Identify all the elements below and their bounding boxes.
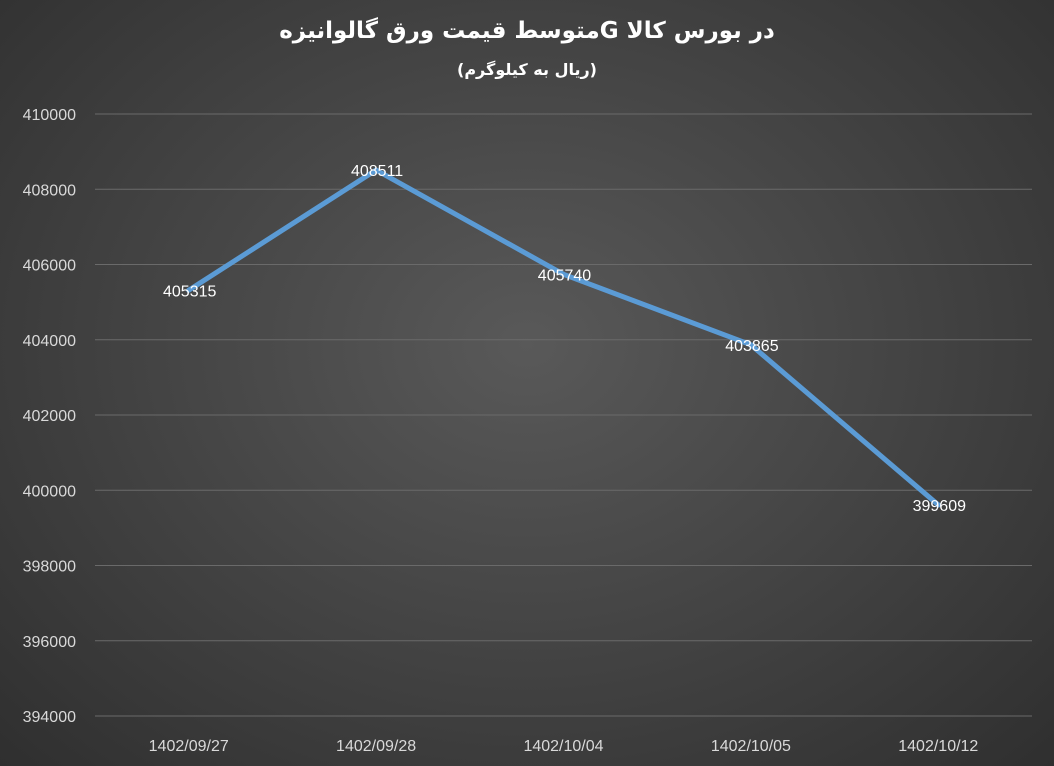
y-tick-label: 406000 bbox=[23, 258, 76, 275]
data-label: 405740 bbox=[538, 267, 591, 284]
data-label: 403865 bbox=[725, 338, 778, 355]
x-tick-label: 1402/09/27 bbox=[149, 738, 229, 755]
chart-title: متوسط قیمت ورق گالوانیزهG در بورس کالا bbox=[279, 18, 775, 44]
data-label: 408511 bbox=[351, 163, 403, 180]
series-line bbox=[186, 167, 941, 508]
x-tick-label: 1402/10/05 bbox=[711, 738, 791, 755]
y-tick-label: 396000 bbox=[23, 634, 76, 651]
y-tick-label: 408000 bbox=[23, 182, 76, 199]
data-point bbox=[935, 502, 941, 508]
data-point bbox=[186, 287, 192, 293]
data-point bbox=[748, 342, 754, 348]
y-tick-label: 410000 bbox=[23, 107, 76, 124]
x-tick-label: 1402/09/28 bbox=[336, 738, 416, 755]
y-tick-label: 400000 bbox=[23, 483, 76, 500]
data-point bbox=[561, 271, 566, 277]
data-point bbox=[373, 167, 379, 173]
y-tick-label: 394000 bbox=[23, 709, 76, 726]
y-tick-label: 402000 bbox=[23, 408, 76, 425]
chart-subtitle: (ریال به کیلوگرم) bbox=[457, 60, 597, 79]
data-label: 399609 bbox=[913, 498, 966, 515]
data-label: 405315 bbox=[163, 283, 216, 300]
x-tick-label: 1402/10/04 bbox=[523, 738, 603, 755]
x-tick-label: 1402/10/12 bbox=[898, 738, 978, 755]
y-tick-label: 404000 bbox=[23, 333, 76, 350]
y-tick-label: 398000 bbox=[23, 559, 76, 576]
